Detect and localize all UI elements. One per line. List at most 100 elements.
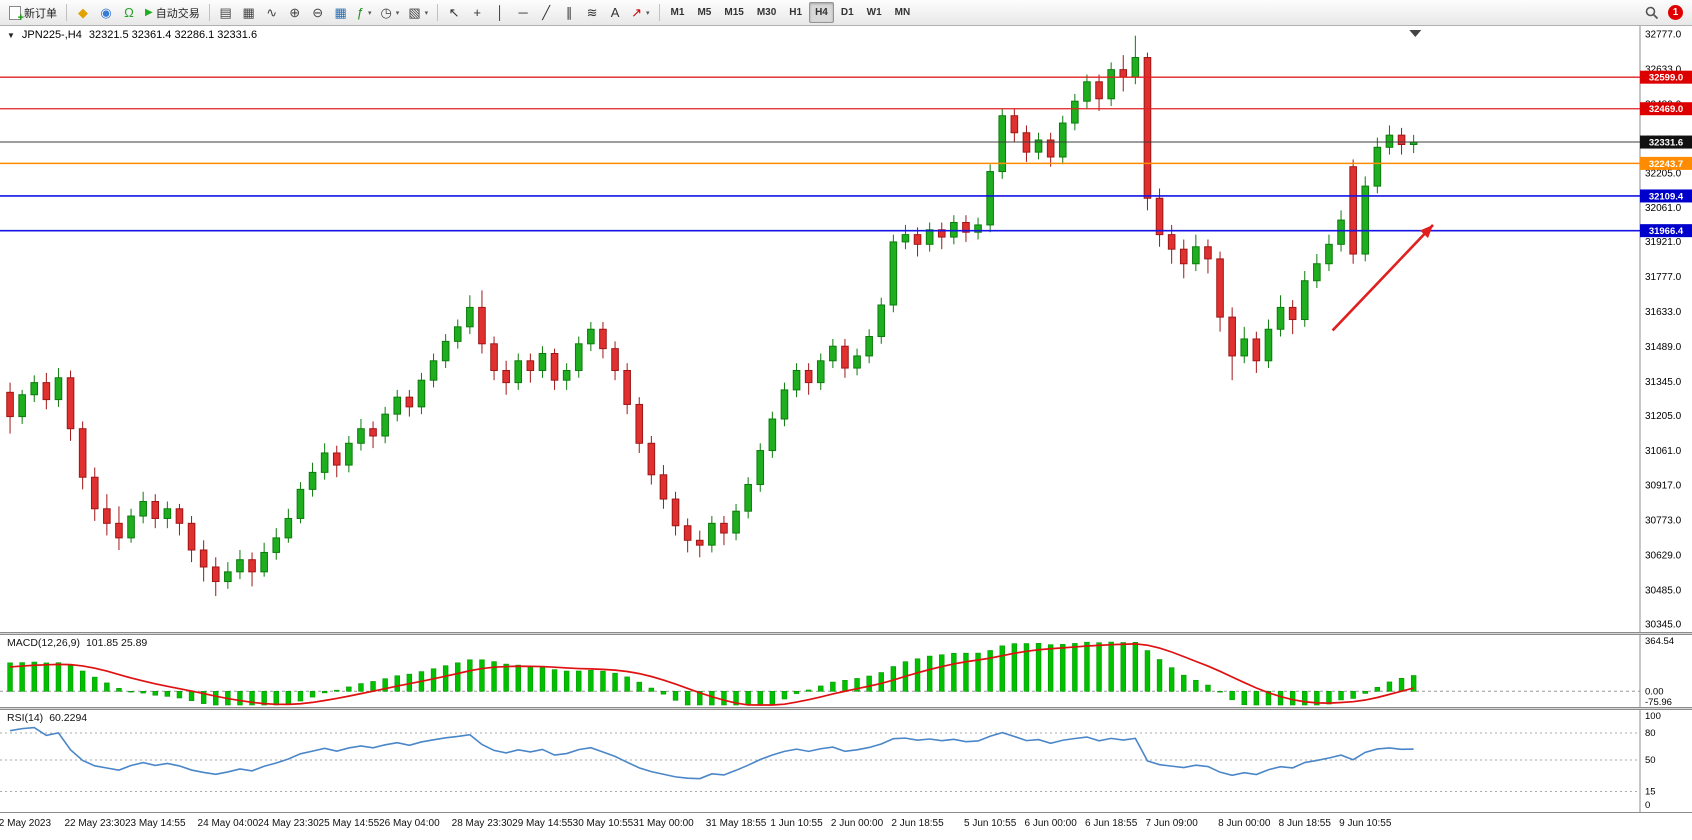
timeframe-m5[interactable]: M5 <box>691 2 717 23</box>
autotrading-play-icon: ▶ <box>145 7 153 18</box>
indicators-icon[interactable]: ƒ ▾ <box>353 2 376 23</box>
candlestick-series <box>6 35 1418 597</box>
svg-text:31061.0: 31061.0 <box>1645 446 1682 457</box>
timeframe-h1[interactable]: H1 <box>783 2 808 23</box>
price-badge <box>1640 156 1692 170</box>
pane-splitter[interactable] <box>0 707 1692 710</box>
autotrading-label: 自动交易 <box>155 7 200 20</box>
fibonacci-icon[interactable]: ≋ <box>581 2 603 23</box>
svg-text:32777.0: 32777.0 <box>1645 30 1682 41</box>
time-axis-label: 23 May 14:55 <box>124 818 186 829</box>
text-icon[interactable]: A <box>604 2 626 23</box>
autotrading-button[interactable]: ▶ 自动交易 <box>141 2 204 23</box>
svg-text:0.00: 0.00 <box>1645 686 1664 697</box>
time-axis-label: 22 May 23:30 <box>64 818 126 829</box>
price-badge <box>1640 224 1692 238</box>
svg-text:32599.0: 32599.0 <box>1649 73 1683 84</box>
horizontal-line-icon[interactable]: ─ <box>512 2 534 23</box>
crosshair-icon[interactable]: + <box>466 2 488 23</box>
rsi-chart[interactable]: 100 80 50 15 0 <box>0 710 1692 812</box>
svg-text:80: 80 <box>1645 728 1656 739</box>
bar-chart-icon[interactable]: ▤ <box>215 2 237 23</box>
timeframe-mn[interactable]: MN <box>889 2 917 23</box>
svg-text:30629.0: 30629.0 <box>1645 551 1682 562</box>
svg-text:0: 0 <box>1645 800 1650 811</box>
time-axis-label: 22 May 2023 <box>0 818 52 829</box>
time-axis-label: 24 May 04:00 <box>197 818 259 829</box>
pane-splitter[interactable] <box>0 632 1692 635</box>
svg-text:31921.0: 31921.0 <box>1645 237 1682 248</box>
timeframe-m1[interactable]: M1 <box>665 2 691 23</box>
svg-text:31633.0: 31633.0 <box>1645 307 1682 318</box>
arrows-icon[interactable]: ↗ ▾ <box>627 2 653 23</box>
macd-histogram <box>7 641 1417 706</box>
svg-text:32205.0: 32205.0 <box>1645 168 1682 179</box>
timeframe-m15[interactable]: M15 <box>718 2 749 23</box>
rsi-label: RSI(14) 60.2294 <box>7 712 88 724</box>
toolbar-separator <box>66 4 67 21</box>
candlestick-chart-icon[interactable]: ▦ <box>238 2 260 23</box>
svg-text:50: 50 <box>1645 755 1656 766</box>
candlestick-chart[interactable]: 32777.032633.032489.032345.032205.032061… <box>0 26 1692 632</box>
timeframe-d1[interactable]: D1 <box>835 2 860 23</box>
svg-text:30917.0: 30917.0 <box>1645 481 1682 492</box>
cursor-icon[interactable]: ↖ <box>443 2 465 23</box>
periods-icon[interactable]: ◷ ▾ <box>376 2 403 23</box>
symbol-period: JPN225-,H4 <box>21 29 82 41</box>
line-chart-icon[interactable]: ∿ <box>261 2 283 23</box>
zoom-in-icon[interactable]: ⊕ <box>284 2 306 23</box>
svg-text:100: 100 <box>1645 711 1661 722</box>
svg-text:32061.0: 32061.0 <box>1645 203 1682 214</box>
time-axis-label: 1 Jun 10:55 <box>770 818 823 829</box>
svg-text:31777.0: 31777.0 <box>1645 272 1682 283</box>
svg-text:-75.96: -75.96 <box>1645 697 1672 707</box>
symbol-dropdown-icon[interactable]: ▼ <box>7 30 15 40</box>
timeframe-h4[interactable]: H4 <box>809 2 834 23</box>
macd-label: MACD(12,26,9) 101.85 25.89 <box>7 637 148 649</box>
equidistant-channel-icon[interactable]: ∥ <box>558 2 580 23</box>
time-axis-label: 24 May 23:30 <box>258 818 319 829</box>
time-axis-label: 2 Jun 00:00 <box>830 818 884 829</box>
time-axis-label: 31 May 18:55 <box>705 818 767 829</box>
timeframe-m30[interactable]: M30 <box>751 2 782 23</box>
new-order-icon <box>9 5 24 24</box>
zoom-out-icon[interactable]: ⊖ <box>307 2 329 23</box>
search-button[interactable] <box>1641 2 1663 23</box>
macd-chart[interactable]: 364.54 0.00-75.96 <box>0 635 1692 707</box>
svg-text:31345.0: 31345.0 <box>1645 377 1682 388</box>
vertical-line-icon[interactable]: │ <box>489 2 511 23</box>
chart-title: ▼ JPN225-,H4 32321.5 32361.4 32286.1 323… <box>7 29 257 41</box>
search-icon <box>1645 6 1659 19</box>
svg-text:31205.0: 31205.0 <box>1645 411 1682 422</box>
toolbar-separator <box>208 4 210 21</box>
rsi-line <box>9 726 1414 780</box>
new-order-button[interactable]: 新订单 <box>5 2 61 24</box>
svg-text:30345.0: 30345.0 <box>1645 620 1682 631</box>
metaeditor-icon[interactable]: ◆ <box>72 2 94 23</box>
svg-text:32243.7: 32243.7 <box>1649 159 1683 170</box>
time-axis-label: 26 May 04:00 <box>379 818 440 829</box>
price-badge <box>1640 102 1692 116</box>
time-axis-label: 28 May 23:30 <box>451 818 513 829</box>
timeframe-w1[interactable]: W1 <box>861 2 888 23</box>
notification-badge[interactable]: 1 <box>1668 5 1683 20</box>
rsi-panel[interactable]: 100 80 50 15 0 RSI(14) 60.2294 <box>0 710 1692 812</box>
time-axis-label: 31 May 00:00 <box>633 818 694 829</box>
macd-panel[interactable]: 364.54 0.00 -75.96 MACD(12,26,9) 101.85 25.… <box>0 635 1692 707</box>
svg-text:32331.6: 32331.6 <box>1649 138 1683 149</box>
price-badge <box>1640 70 1692 84</box>
time-axis-label: 6 Jun 00:00 <box>1024 818 1077 829</box>
chart-shift-marker <box>1409 30 1422 37</box>
svg-text:32469.0: 32469.0 <box>1649 104 1683 115</box>
main-chart-panel[interactable]: 32777.032633.032489.032345.032205.032061… <box>0 26 1692 632</box>
time-axis-label: 2 Jun 18:55 <box>891 818 944 829</box>
time-axis-label: 30 May 10:55 <box>572 818 634 829</box>
svg-text:364.54: 364.54 <box>1645 636 1674 647</box>
market-icon[interactable]: ◉ <box>95 2 117 23</box>
trend-arrow-head <box>1420 224 1434 239</box>
trendline-icon[interactable]: ╱ <box>535 2 557 23</box>
signals-icon[interactable]: Ω <box>118 2 140 23</box>
tile-windows-icon[interactable]: ▦ <box>330 2 352 23</box>
templates-icon[interactable]: ▧ ▾ <box>404 2 432 23</box>
